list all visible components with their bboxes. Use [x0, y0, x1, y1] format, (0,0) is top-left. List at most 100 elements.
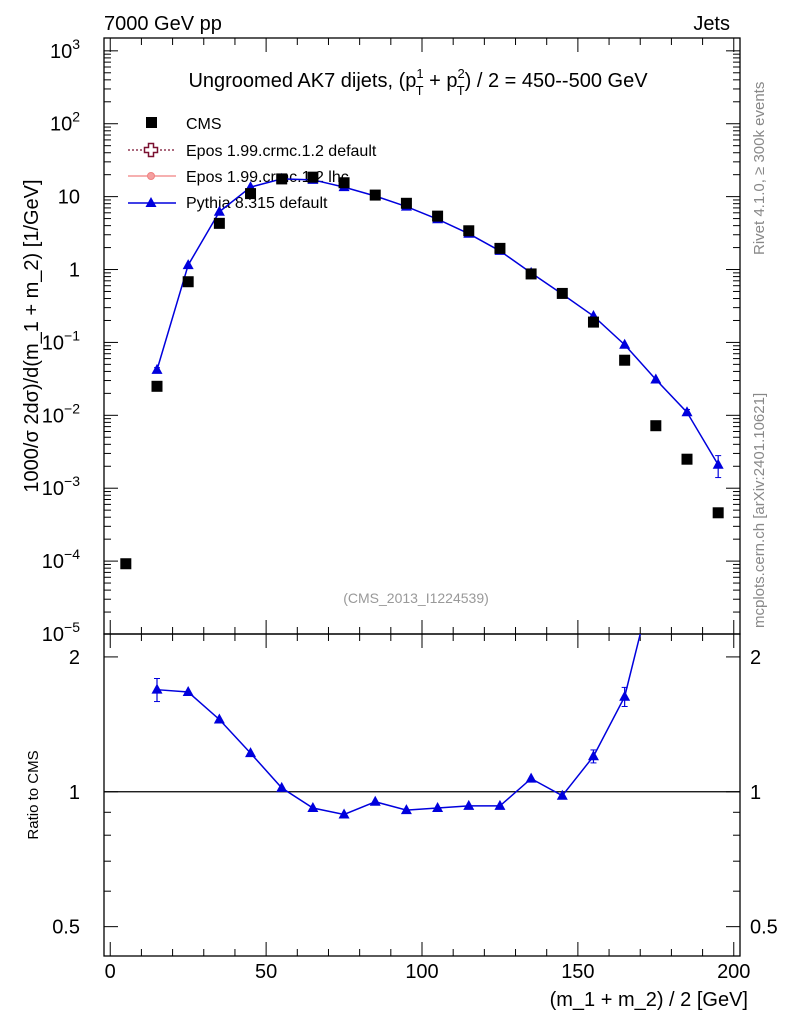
y-tick-label-base: 10	[50, 114, 72, 136]
y-tick-label-base: 10	[50, 41, 72, 63]
cms-point	[432, 210, 444, 222]
legend-label-epos-default: Epos 1.99.crmc.1.2 default	[186, 143, 377, 160]
rivet-version-label: Rivet 4.1.0, ≥ 300k events	[751, 82, 768, 255]
y-tick-label: 1	[69, 260, 80, 282]
ratio-y-tick-label-right: 2	[750, 647, 761, 669]
y-tick-label-base: 10	[42, 405, 64, 427]
cms-point	[494, 242, 506, 254]
legend-label-cms: CMS	[186, 116, 222, 133]
ratio-point	[182, 686, 194, 697]
pythia-point	[182, 259, 194, 270]
y-tick-label-exponent: 2	[72, 109, 80, 125]
cms-point	[307, 171, 319, 183]
plot-title-sup1: 1	[416, 66, 423, 81]
cms-point	[619, 354, 631, 366]
cms-point	[338, 177, 350, 189]
y-tick-label-base: 10	[42, 624, 64, 646]
ratio-point	[338, 808, 350, 819]
y-tick-label: 102	[50, 109, 80, 136]
x-tick-labels: 0 50 100 150 200	[105, 961, 751, 983]
y-tick-label: 103	[50, 36, 80, 63]
plot-title-tail: ) / 2 = 450--500 GeV	[465, 70, 649, 92]
x-tick-label: 50	[255, 961, 277, 983]
legend-marker-cms	[146, 117, 157, 128]
ratio-point	[213, 713, 225, 724]
ratio-y-tick-label-right: 1	[750, 782, 761, 804]
ratio-point	[494, 799, 506, 810]
pythia-point	[650, 373, 662, 384]
pythia-point	[712, 458, 724, 469]
ratio-point	[369, 795, 381, 806]
plot-title-sub1: T	[416, 83, 424, 98]
y-tick-label-exponent: −1	[64, 327, 80, 343]
cms-point	[463, 225, 475, 237]
legend-marker-pythia	[145, 197, 157, 207]
ratio-y-tick-label-left: 0.5	[52, 917, 80, 939]
ratio-plot-frame	[103, 633, 741, 957]
header-jets-label: Jets	[693, 13, 730, 35]
cms-point	[369, 189, 381, 201]
ratio-point	[619, 690, 631, 701]
header-energy-label: 7000 GeV pp	[104, 13, 222, 35]
y-tick-label-base: 1	[69, 260, 80, 282]
cms-point	[525, 268, 537, 280]
cms-point	[556, 287, 568, 299]
cms-point	[151, 380, 163, 392]
pythia-point	[619, 338, 631, 349]
ratio-plot-panel: 0.5 0.5 1 1 2 2 Ratio to CMS	[25, 633, 778, 957]
ratio-point	[307, 802, 319, 813]
cms-point	[182, 276, 194, 288]
pythia-point	[681, 406, 693, 417]
ratio-point	[400, 804, 412, 815]
plot-title: Ungroomed AK7 dijets, (p1 T + p2 T) / 2 = …	[188, 66, 648, 98]
y-tick-label: 10	[58, 187, 80, 209]
cms-point	[712, 507, 724, 519]
y-tick-label-exponent: −5	[64, 619, 80, 635]
main-axis-ticks	[104, 38, 740, 635]
main-series-layer	[120, 171, 724, 570]
y-tick-label: 10−1	[42, 327, 80, 354]
x-axis-label: (m_1 + m_2) / 2 [GeV]	[550, 989, 748, 1011]
y-tick-label-exponent: −3	[64, 473, 80, 489]
cms-point	[681, 453, 693, 465]
x-tick-label: 100	[405, 961, 438, 983]
legend-marker-epos-default	[143, 142, 159, 158]
cms-point	[650, 420, 662, 432]
ratio-series-layer	[151, 634, 641, 819]
cms-point	[276, 173, 288, 185]
ratio-axis-ticks	[104, 634, 740, 956]
cms-point	[120, 558, 132, 570]
y-tick-label-base: 10	[42, 332, 64, 354]
ratio-line	[156, 634, 641, 816]
cms-point	[400, 197, 412, 209]
ratio-point	[432, 802, 444, 813]
analysis-watermark: (CMS_2013_I1224539)	[343, 590, 489, 606]
ratio-y-axis-label: Ratio to CMS	[25, 750, 42, 839]
ratio-point	[245, 747, 257, 758]
plot-title-plus: + p	[424, 70, 458, 92]
ratio-y-tick-label-left: 1	[69, 782, 80, 804]
main-y-axis-label: 1000/σ 2dσ)/d(m_1 + m_2) [1/GeV]	[21, 179, 43, 492]
ratio-y-tick-label-left: 2	[69, 647, 80, 669]
ratio-y-tick-label-right: 0.5	[750, 917, 778, 939]
pythia-point	[213, 205, 225, 216]
y-tick-label: 10−2	[42, 400, 80, 427]
ratio-point	[525, 772, 537, 783]
mcplots-label: mcplots.cern.ch [arXiv:2401.10621]	[751, 393, 768, 628]
plot-title-sub2: T	[457, 83, 465, 98]
legend-label-pythia: Pythia 8.315 default	[186, 195, 328, 212]
ratio-point	[587, 750, 599, 761]
y-tick-label-base: 10	[42, 478, 64, 500]
cms-point	[587, 316, 599, 328]
legend-marker-epos-lhc	[147, 172, 155, 180]
cms-point	[245, 188, 257, 200]
y-tick-label: 10−3	[42, 473, 80, 500]
y-tick-label-exponent: 3	[72, 36, 80, 52]
ratio-point	[151, 683, 163, 694]
ratio-point	[556, 789, 568, 800]
plot-title-main: Ungroomed AK7 dijets, (p	[188, 70, 416, 92]
y-tick-label-exponent: −2	[64, 400, 80, 416]
